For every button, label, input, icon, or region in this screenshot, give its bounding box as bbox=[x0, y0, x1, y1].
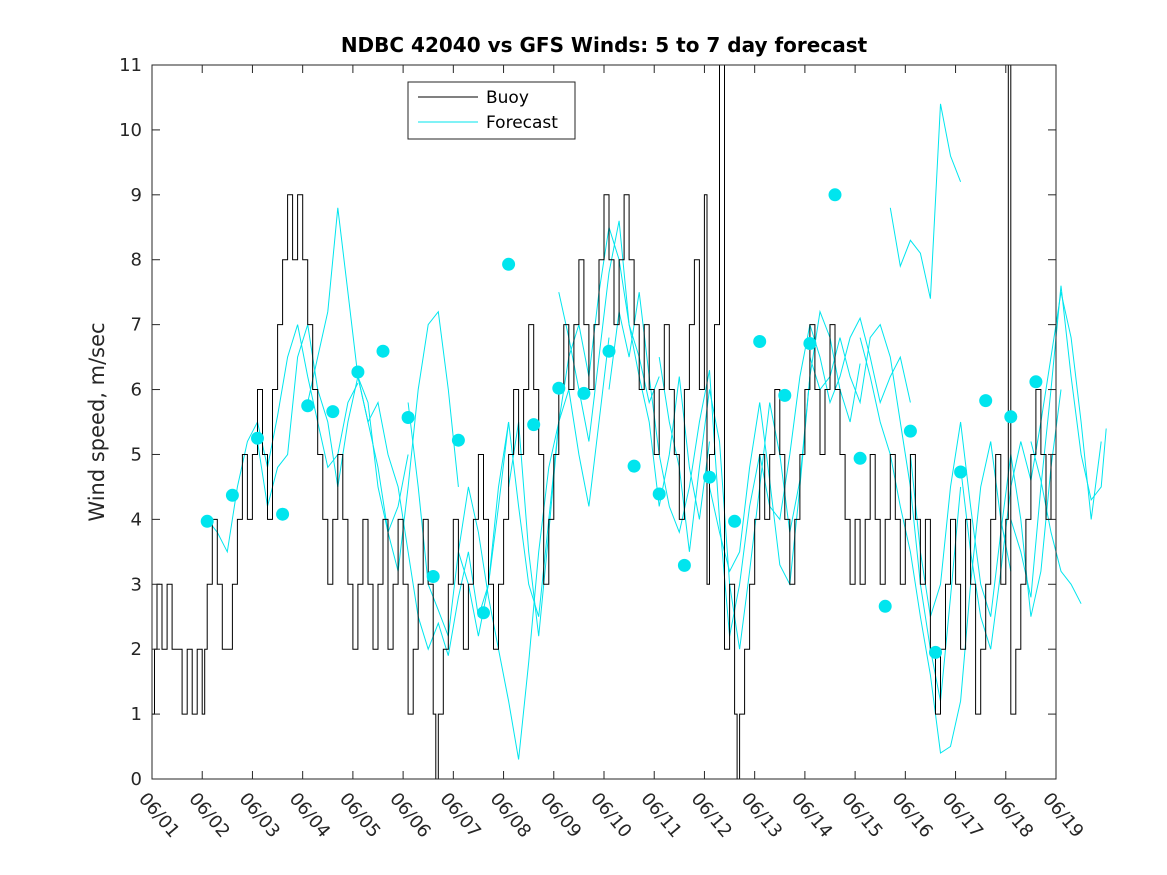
forecast-marker bbox=[828, 188, 842, 202]
forecast-marker bbox=[577, 386, 591, 400]
forecast-marker bbox=[451, 433, 465, 447]
y-tick-label: 7 bbox=[131, 315, 142, 336]
forecast-marker bbox=[602, 344, 616, 358]
y-tick-label: 8 bbox=[131, 250, 142, 271]
forecast-run-14 bbox=[889, 103, 962, 299]
y-tick-label: 1 bbox=[131, 704, 142, 725]
forecast-marker bbox=[753, 335, 767, 348]
forecast-marker bbox=[552, 381, 566, 395]
forecast-marker bbox=[677, 558, 691, 572]
y-axis-label: Wind speed, m/sec bbox=[85, 322, 109, 521]
forecast-run-7 bbox=[508, 227, 660, 637]
forecast-marker bbox=[878, 599, 892, 613]
forecast-run-18 bbox=[1010, 285, 1107, 598]
y-tick-label: 9 bbox=[131, 185, 142, 206]
forecast-marker bbox=[225, 488, 239, 502]
plot-area bbox=[152, 65, 1056, 779]
forecast-marker bbox=[502, 257, 516, 271]
legend-label-forecast: Forecast bbox=[486, 113, 558, 133]
forecast-marker bbox=[276, 507, 290, 521]
chart-title: NDBC 42040 vs GFS Winds: 5 to 7 day fore… bbox=[341, 33, 868, 57]
buoy-line bbox=[152, 64, 1057, 780]
series-layer bbox=[152, 64, 1107, 780]
forecast-marker bbox=[703, 470, 716, 484]
legend-label-buoy: Buoy bbox=[486, 88, 529, 108]
y-tick-label: 5 bbox=[131, 444, 142, 465]
forecast-marker bbox=[929, 645, 942, 659]
forecast-marker bbox=[401, 411, 415, 424]
y-tick-label: 3 bbox=[131, 574, 142, 595]
forecast-run-3 bbox=[307, 207, 459, 572]
forecast-marker bbox=[803, 337, 817, 350]
legend: Buoy Forecast bbox=[407, 81, 576, 140]
forecast-marker bbox=[301, 399, 315, 413]
forecast-run-2 bbox=[257, 324, 409, 535]
y-tick-label: 11 bbox=[119, 55, 142, 76]
forecast-marker bbox=[376, 344, 390, 358]
forecast-marker bbox=[903, 424, 917, 438]
forecast-marker bbox=[200, 514, 214, 528]
forecast-marker bbox=[426, 570, 440, 583]
y-tick-label: 4 bbox=[131, 509, 142, 530]
y-tick-label: 2 bbox=[131, 639, 142, 660]
forecast-marker bbox=[954, 465, 968, 479]
y-tick-label: 0 bbox=[131, 769, 142, 790]
forecast-marker bbox=[251, 431, 264, 445]
forecast-marker bbox=[728, 514, 742, 528]
y-tick-label: 6 bbox=[131, 380, 142, 401]
forecast-marker bbox=[778, 388, 792, 402]
forecast-marker bbox=[527, 418, 541, 432]
forecast-marker bbox=[1004, 410, 1018, 424]
forecast-marker bbox=[1029, 375, 1043, 389]
forecast-marker bbox=[326, 405, 340, 419]
forecast-marker bbox=[351, 365, 365, 379]
y-tick-label: 10 bbox=[119, 120, 142, 141]
forecast-marker bbox=[477, 606, 490, 620]
forecast-marker bbox=[627, 459, 641, 473]
forecast-marker bbox=[979, 394, 993, 408]
legend-box bbox=[407, 81, 576, 140]
forecast-run-1 bbox=[206, 324, 359, 554]
forecast-marker bbox=[853, 451, 867, 465]
forecast-marker bbox=[652, 487, 666, 501]
